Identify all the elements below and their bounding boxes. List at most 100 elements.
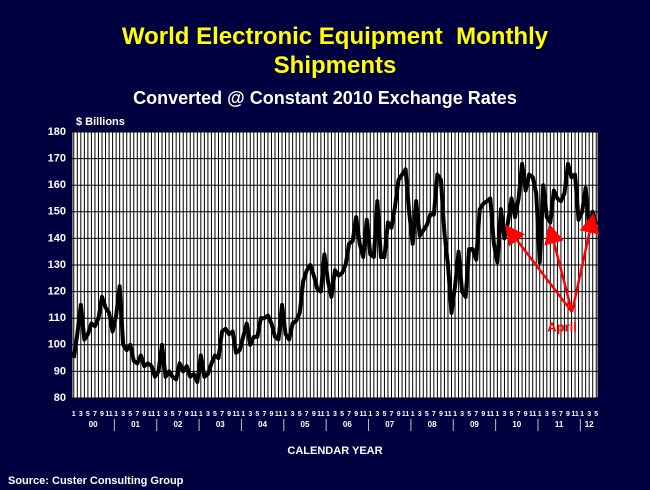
x-tick-label: 3: [418, 411, 422, 418]
annotation-arrow: [544, 223, 574, 313]
x-tick-label: 3: [79, 411, 83, 418]
x-tick-label: 1: [580, 411, 584, 418]
x-tick-label: 1: [114, 411, 118, 418]
year-label: 07: [385, 420, 394, 429]
x-tick-label: 7: [432, 411, 436, 418]
x-tick-label: 5: [86, 411, 90, 418]
x-tick-label: 5: [594, 411, 598, 418]
x-tick-label: 9: [100, 411, 104, 418]
x-tick-label: 3: [206, 411, 210, 418]
x-tick-label: 1: [495, 411, 499, 418]
year-label: 02: [173, 420, 182, 429]
x-tick-label: 7: [262, 411, 266, 418]
x-tick-label: 9: [439, 411, 443, 418]
x-tick-label: 3: [460, 411, 464, 418]
y-axis-label: $ Billions: [76, 116, 125, 128]
year-label: 06: [343, 420, 352, 429]
x-tick-label: 9: [481, 411, 485, 418]
x-tick-label: 9: [142, 411, 146, 418]
x-tick-label: 5: [467, 411, 471, 418]
x-tick-label: 7: [135, 411, 139, 418]
year-label: 05: [301, 420, 310, 429]
x-tick-label: 5: [552, 411, 556, 418]
y-tick-label: 100: [48, 339, 66, 351]
x-tick-label: 5: [255, 411, 259, 418]
y-tick-label: 80: [54, 392, 66, 404]
x-tick-label: 7: [517, 411, 521, 418]
x-tick-label: 11: [402, 411, 410, 418]
x-tick-label: 9: [354, 411, 358, 418]
year-label: 01: [131, 420, 140, 429]
year-label: 12: [585, 420, 594, 429]
year-label: 11: [555, 420, 564, 429]
x-tick-label: 5: [340, 411, 344, 418]
annotation: April: [547, 319, 577, 334]
x-tick-label: 1: [538, 411, 542, 418]
x-tick-label: 3: [587, 411, 591, 418]
chart-subtitle: Converted @ Constant 2010 Exchange Rates: [133, 88, 517, 108]
chart-title: World Electronic Equipment Monthly Shipm…: [121, 23, 555, 79]
y-tick-label: 120: [48, 286, 66, 298]
y-tick-label: 160: [48, 179, 66, 191]
year-label: 10: [512, 420, 521, 429]
x-tick-label: 11: [571, 411, 579, 418]
x-tick-label: 3: [291, 411, 295, 418]
x-tick-label: 5: [128, 411, 132, 418]
year-label: 03: [216, 420, 225, 429]
x-tick-label: 9: [524, 411, 528, 418]
year-label: 09: [470, 420, 479, 429]
x-tick-label: 11: [232, 411, 240, 418]
x-tick-label: 5: [425, 411, 429, 418]
y-tick-label: 110: [48, 312, 66, 324]
x-tick-label: 11: [275, 411, 283, 418]
x-tick-label: 11: [105, 411, 113, 418]
x-tick-label: 1: [72, 411, 76, 418]
y-tick-label: 140: [48, 232, 66, 244]
x-tick-label: 7: [178, 411, 182, 418]
x-tick-label: 9: [312, 411, 316, 418]
x-tick-label: 5: [171, 411, 175, 418]
x-tick-label: 1: [241, 411, 245, 418]
x-tick-label: 1: [199, 411, 203, 418]
x-tick-label: 9: [397, 411, 401, 418]
y-tick-label: 90: [54, 365, 66, 377]
x-tick-label: 5: [298, 411, 302, 418]
source: Source: Custer Consulting Group: [8, 475, 184, 487]
x-tick-label: 5: [213, 411, 217, 418]
x-tick-label: 11: [317, 411, 325, 418]
x-tick-label: 3: [545, 411, 549, 418]
x-tick-label: 7: [305, 411, 309, 418]
x-tick-label: 1: [368, 411, 372, 418]
year-label: 04: [258, 420, 267, 429]
annotation-arrow: [504, 224, 573, 313]
x-tick-label: 7: [93, 411, 97, 418]
x-tick-label: 3: [248, 411, 252, 418]
x-tick-label: 1: [284, 411, 288, 418]
x-tick-label: 7: [474, 411, 478, 418]
year-label: 08: [428, 420, 437, 429]
y-tick-label: 180: [48, 126, 66, 138]
x-tick-label: 1: [157, 411, 161, 418]
x-tick-label: 3: [375, 411, 379, 418]
x-tick-label: 1: [411, 411, 415, 418]
x-tick-label: 7: [347, 411, 351, 418]
x-tick-label: 11: [360, 411, 368, 418]
y-tick-label: 170: [48, 153, 66, 165]
x-tick-label: 3: [164, 411, 168, 418]
x-tick-label: 9: [270, 411, 274, 418]
x-tick-label: 9: [185, 411, 189, 418]
x-tick-label: 9: [227, 411, 231, 418]
x-tick-label: 3: [333, 411, 337, 418]
y-tick-label: 150: [48, 206, 66, 218]
x-tick-label: 11: [148, 411, 156, 418]
x-tick-label: 11: [190, 411, 198, 418]
x-tick-label: 7: [390, 411, 394, 418]
x-tick-label: 5: [382, 411, 386, 418]
x-tick-label: 11: [444, 411, 452, 418]
year-label: 00: [89, 420, 98, 429]
x-tick-label: 7: [559, 411, 563, 418]
x-tick-label: 5: [510, 411, 514, 418]
x-tick-label: 9: [566, 411, 570, 418]
